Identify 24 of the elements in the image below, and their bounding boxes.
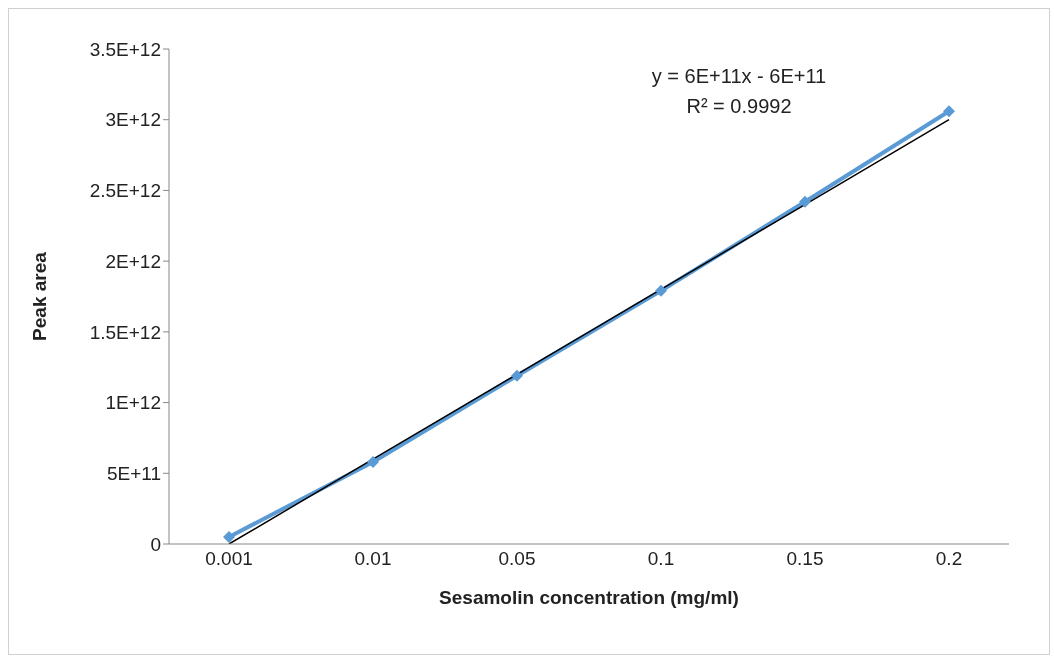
y-tick-label: 3E+12 <box>105 109 161 131</box>
y-tick-label: 2E+12 <box>105 250 161 272</box>
point <box>511 369 523 382</box>
x-tick-label: 0.15 <box>786 548 824 570</box>
y-axis-title: Peak area <box>28 251 50 341</box>
x-axis-title: Sesamolin concentration (mg/ml) <box>439 587 739 608</box>
y-tick-label: 0 <box>150 533 161 555</box>
y-tick-label: 5E+11 <box>106 463 161 485</box>
y-tick-label: 1E+12 <box>105 392 161 414</box>
annotation: y = 6E+11x - 6E+11 <box>650 64 828 89</box>
point <box>799 195 811 208</box>
x-tick-label: 0.001 <box>205 548 253 570</box>
y-tick-label: 3.5E+12 <box>89 38 161 60</box>
x-tick-label: 0.2 <box>935 548 963 570</box>
x-tick-label: 0.05 <box>498 548 536 570</box>
y-tick-label: 2.5E+12 <box>89 180 161 202</box>
x-tick-label: 0.01 <box>354 548 392 570</box>
point <box>943 105 955 118</box>
y-tick-label: 1.5E+12 <box>89 321 161 343</box>
point <box>223 530 235 543</box>
x-tick-label: 0.1 <box>647 548 675 570</box>
point <box>367 455 379 468</box>
point <box>655 284 667 297</box>
annotation: R² = 0.9992 <box>685 94 793 119</box>
